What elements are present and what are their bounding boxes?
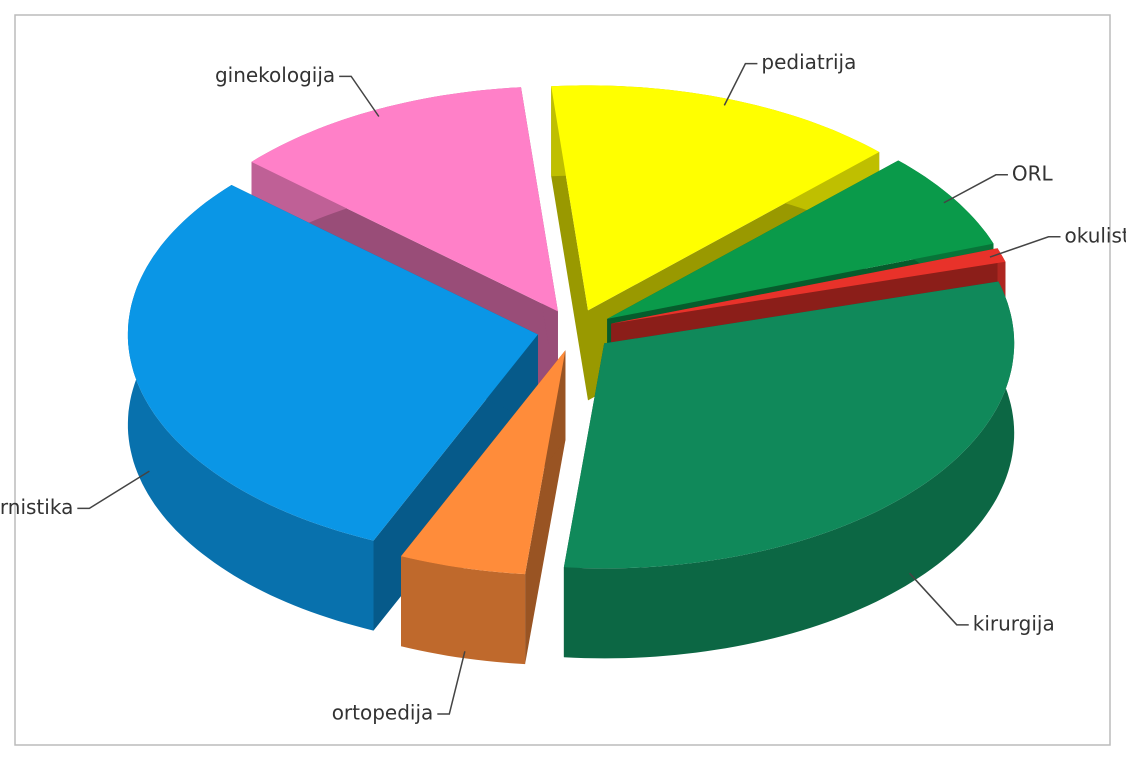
slice-wall xyxy=(401,556,526,665)
leader-line xyxy=(437,651,466,715)
slice-top xyxy=(551,85,880,311)
slice-label: okulistika xyxy=(1065,223,1126,247)
leader-line xyxy=(723,62,758,106)
slice-top xyxy=(563,281,1015,569)
leader-line xyxy=(908,572,969,626)
leader-line xyxy=(339,75,380,117)
slice-label: ginekologija xyxy=(215,63,335,87)
leader-line xyxy=(77,470,150,510)
slice-top xyxy=(611,248,1006,324)
leader-line xyxy=(989,236,1061,258)
slice xyxy=(401,350,566,665)
slice-top xyxy=(401,350,566,575)
slice-wall xyxy=(563,281,1015,659)
slice-top xyxy=(127,185,538,541)
slice-label: kirurgija xyxy=(973,611,1055,635)
slice-label: ORL xyxy=(1012,161,1054,185)
slice-top xyxy=(607,160,994,319)
pie xyxy=(127,85,1015,665)
labels: pediatrija ORL okulistika kirurgija ortopedi… xyxy=(0,50,1126,724)
slice-top xyxy=(251,87,558,312)
slice-label: ortopedija xyxy=(332,700,434,724)
leader-line xyxy=(943,174,1008,204)
slice-label: internistika xyxy=(0,495,73,519)
slice-label: pediatrija xyxy=(761,50,856,74)
slice xyxy=(563,281,1015,659)
